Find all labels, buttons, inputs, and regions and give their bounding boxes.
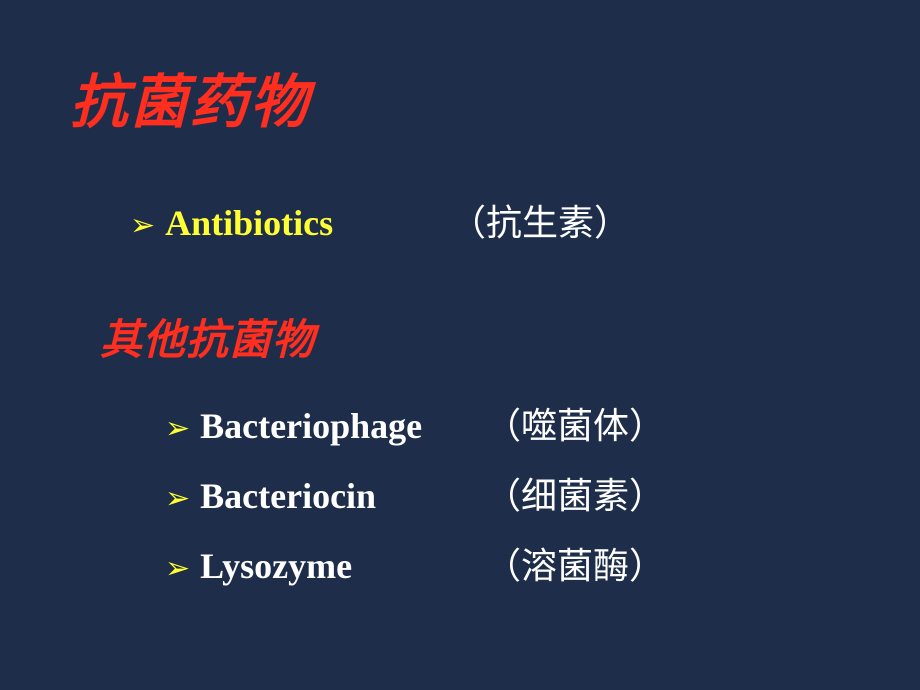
slide-title: 抗菌药物	[70, 55, 850, 139]
chevron-right-icon: ➢	[165, 481, 190, 516]
sub-item: ➢ Bacteriophage （噬菌体）	[165, 397, 850, 449]
main-item-translation: （抗生素）	[450, 194, 630, 246]
main-item-term-col: ➢ Antibiotics	[130, 202, 450, 244]
sub-item-translation: （噬菌体）	[485, 397, 665, 449]
sub-item: ➢ Bacteriocin （细菌素）	[165, 467, 850, 519]
chevron-right-icon: ➢	[165, 551, 190, 586]
sub-item-term: Bacteriophage	[200, 405, 422, 447]
main-item: ➢ Antibiotics （抗生素）	[130, 194, 850, 246]
sub-item-translation: （细菌素）	[485, 467, 665, 519]
slide: 抗菌药物 ➢ Antibiotics （抗生素） 其他抗菌物 ➢ Bacteri…	[0, 0, 920, 690]
chevron-right-icon: ➢	[165, 411, 190, 446]
chevron-right-icon: ➢	[130, 208, 155, 243]
main-item-term: Antibiotics	[165, 202, 333, 244]
sub-item: ➢ Lysozyme （溶菌酶）	[165, 537, 850, 589]
sub-item-translation: （溶菌酶）	[485, 537, 665, 589]
slide-subtitle: 其他抗菌物	[100, 306, 850, 367]
sub-item-term-col: ➢ Bacteriocin	[165, 475, 485, 517]
sub-item-term-col: ➢ Lysozyme	[165, 545, 485, 587]
sub-item-term-col: ➢ Bacteriophage	[165, 405, 485, 447]
sub-item-term: Lysozyme	[200, 545, 352, 587]
sub-item-term: Bacteriocin	[200, 475, 376, 517]
